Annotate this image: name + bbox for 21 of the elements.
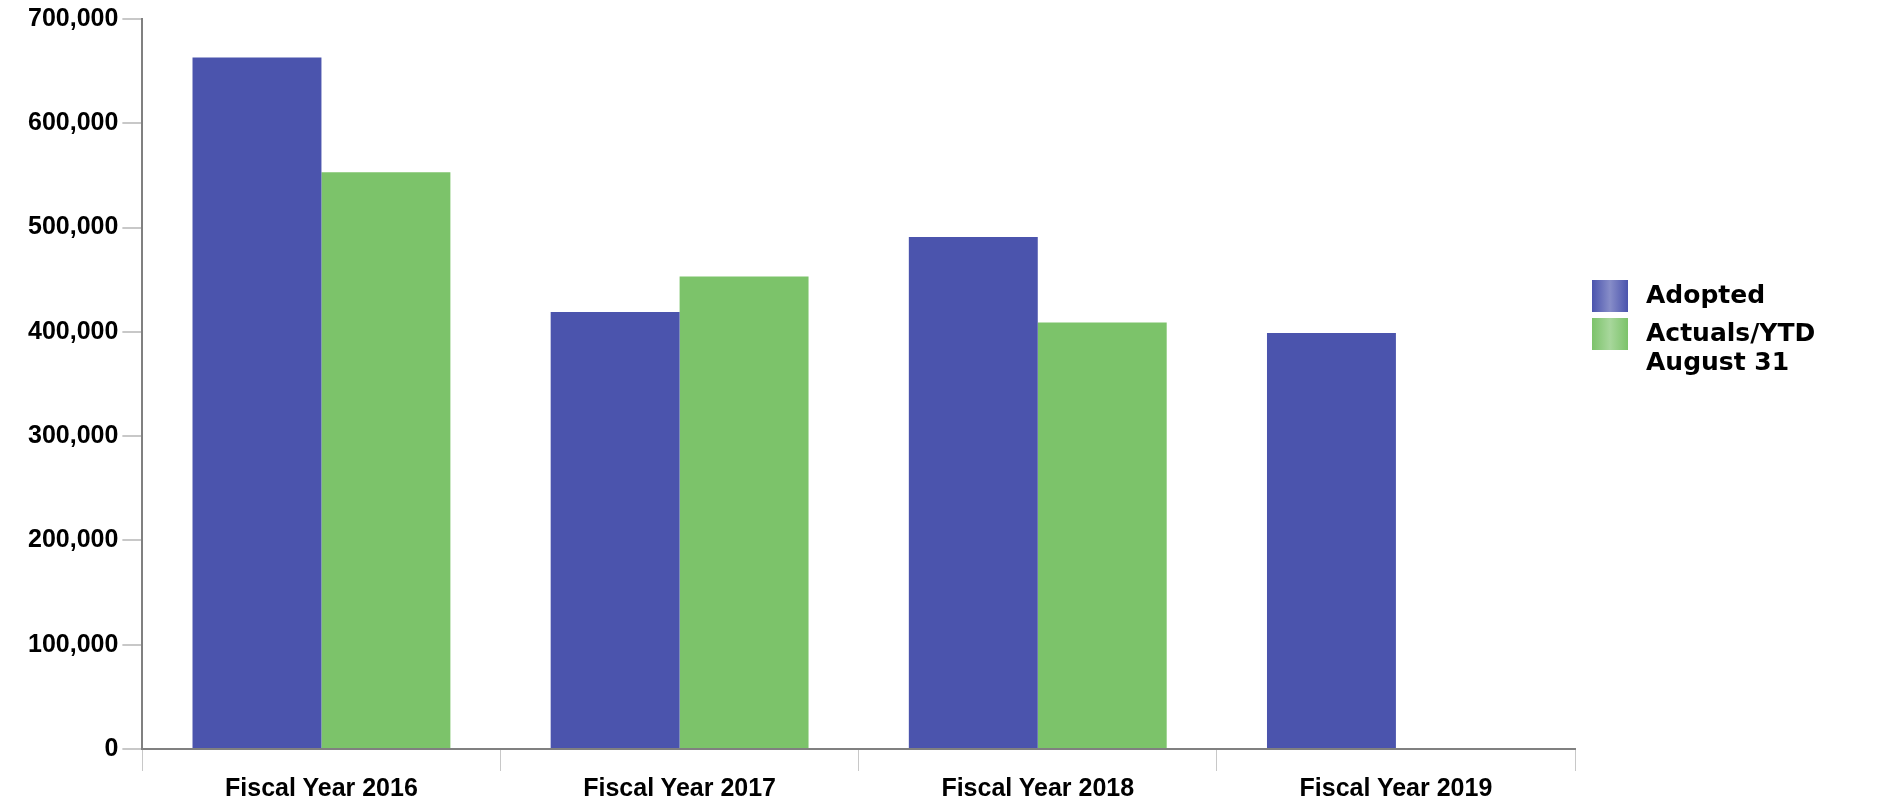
- y-tick-label: 100,000: [27, 628, 119, 657]
- y-tick-label: 0: [104, 732, 119, 761]
- y-tick-label: 400,000: [27, 315, 119, 344]
- x-tick-label: Fiscal Year 2018: [941, 772, 1135, 801]
- bar: [679, 276, 809, 748]
- bar: [908, 236, 1038, 748]
- y-tick-label: 600,000: [27, 107, 119, 136]
- bar: [321, 172, 451, 748]
- x-tick-label: Fiscal Year 2017: [583, 772, 776, 801]
- x-tick-label: Fiscal Year 2019: [1299, 772, 1493, 801]
- bar: [1266, 332, 1396, 748]
- y-tick-label: 200,000: [27, 524, 119, 553]
- legend-label: Adopted: [1646, 280, 1766, 309]
- y-tick-label: 300,000: [27, 420, 119, 449]
- y-tick-label: 500,000: [27, 211, 119, 240]
- legend-label: Actuals/YTD August 31: [1646, 318, 1817, 376]
- bar: [1037, 322, 1167, 748]
- x-tick-label: Fiscal Year 2016: [225, 772, 418, 801]
- bar: [550, 312, 680, 748]
- bar: [192, 57, 322, 748]
- y-tick-label: 700,000: [27, 2, 119, 31]
